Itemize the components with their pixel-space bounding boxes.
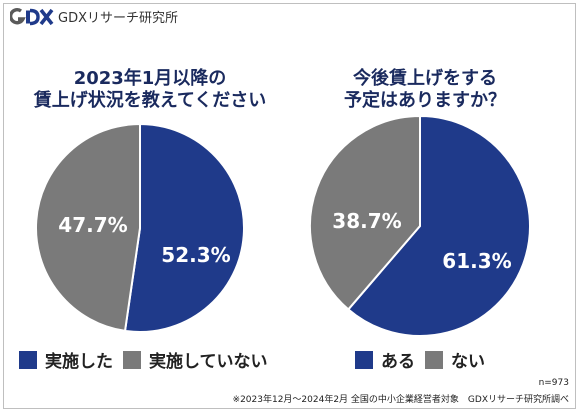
sample-size: n=973 <box>539 378 569 388</box>
brand-name: GDXリサーチ研究所 <box>58 7 178 26</box>
brand-logo: GDXリサーチ研究所 <box>10 7 178 26</box>
pie-data-label: 47.7% <box>58 213 127 237</box>
legend-item: ある <box>355 347 415 372</box>
legend-item: 実施していない <box>123 347 268 372</box>
chart-title-left: 2023年1月以降の 賃上げ状況を教えてください <box>30 68 270 112</box>
legend-swatch <box>19 351 37 369</box>
pie-data-label: 52.3% <box>161 243 230 267</box>
chart-title-line: 今後賃上げをする <box>300 68 550 90</box>
legend-item: 実施した <box>19 347 113 372</box>
legend-label: 実施した <box>45 347 113 372</box>
chart-title-line: 予定はありますか？ <box>300 90 550 112</box>
chart-title-line: 2023年1月以降の <box>30 68 270 90</box>
pie-chart-right: 61.3% 38.7% <box>305 118 535 348</box>
legend-swatch <box>355 351 373 369</box>
legend-left: 実施した 実施していない <box>19 347 278 372</box>
legend-right: ある ない <box>355 347 495 372</box>
legend-item: ない <box>425 347 485 372</box>
gdx-logo-icon <box>10 8 54 26</box>
chart-title-line: 賃上げ状況を教えてください <box>30 90 270 112</box>
pie-data-label: 61.3% <box>442 249 511 273</box>
legend-swatch <box>425 351 443 369</box>
legend-label: 実施していない <box>149 347 268 372</box>
pie-chart-left: 52.3% 47.7% <box>30 118 250 338</box>
pie-slice-primary <box>125 124 244 332</box>
legend-swatch <box>123 351 141 369</box>
legend-label: ない <box>451 347 485 372</box>
legend-label: ある <box>381 347 415 372</box>
chart-title-right: 今後賃上げをする 予定はありますか？ <box>300 68 550 112</box>
source-note: ※2023年12月～2024年2月 全国の中小企業経営者対象 GDXリサーチ研究… <box>233 392 569 405</box>
pie-data-label: 38.7% <box>332 209 401 233</box>
